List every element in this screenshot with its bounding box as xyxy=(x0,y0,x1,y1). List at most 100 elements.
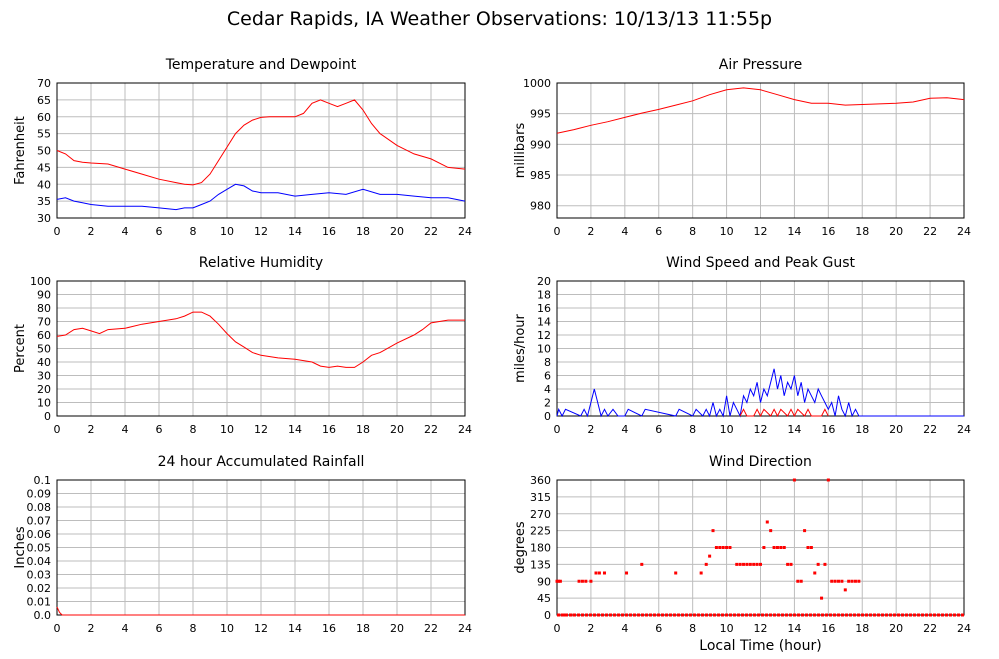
humidity-x-tick: 20 xyxy=(390,423,404,436)
pressure-x-tick: 4 xyxy=(621,225,628,238)
direction-y-tick: 360 xyxy=(530,474,551,487)
direction-point xyxy=(765,520,769,524)
temp-x-tick: 20 xyxy=(390,225,404,238)
direction-x-tick: 20 xyxy=(889,622,903,635)
direction-point xyxy=(830,579,834,583)
humidity-x-tick: 18 xyxy=(356,423,370,436)
direction-point xyxy=(589,579,593,583)
rain-y-tick: 0.09 xyxy=(27,488,52,501)
pressure-x-tick: 2 xyxy=(587,225,594,238)
direction-point xyxy=(813,571,817,575)
direction-point xyxy=(762,546,766,549)
wind-y-tick: 14 xyxy=(537,316,551,329)
direction-point xyxy=(725,546,729,549)
direction-point xyxy=(674,571,678,575)
pressure-x-tick: 22 xyxy=(923,225,937,238)
direction-y-tick: 90 xyxy=(537,575,551,588)
direction-point xyxy=(699,571,703,575)
rain-x-tick: 20 xyxy=(390,622,404,635)
pressure-x-tick: 18 xyxy=(855,225,869,238)
direction-x-tick: 8 xyxy=(689,622,696,635)
direction-point xyxy=(789,562,793,566)
direction-y-tick: 0 xyxy=(544,609,551,622)
rain-y-tick: 0.04 xyxy=(27,555,52,568)
humidity-y-tick: 90 xyxy=(37,289,51,302)
direction-y-tick: 45 xyxy=(537,592,551,605)
direction-point xyxy=(796,579,800,583)
rain-y-tick: 0.1 xyxy=(34,474,52,487)
temp-x-tick: 0 xyxy=(54,225,61,238)
direction-point xyxy=(775,546,779,549)
pressure-x-tick: 10 xyxy=(720,225,734,238)
direction-point xyxy=(779,546,783,549)
temp-x-tick: 24 xyxy=(458,225,472,238)
direction-title: Wind Direction xyxy=(709,454,812,470)
wind-y-tick: 18 xyxy=(537,289,551,302)
humidity-x-tick: 8 xyxy=(190,423,197,436)
wind-x-tick: 20 xyxy=(889,423,903,436)
wind-x-tick: 12 xyxy=(754,423,768,436)
humidity-y-axis-label: Percent xyxy=(13,324,28,373)
direction-point xyxy=(584,579,588,583)
wind-y-tick: 6 xyxy=(544,370,551,383)
direction-point xyxy=(792,478,796,482)
temp-y-tick: 55 xyxy=(37,128,51,141)
direction-y-tick: 225 xyxy=(530,525,551,538)
rain-x-tick: 6 xyxy=(156,622,163,635)
wind-x-tick: 8 xyxy=(689,423,696,436)
direction-y-tick: 315 xyxy=(530,491,551,504)
direction-point xyxy=(704,562,708,566)
direction-x-tick: 16 xyxy=(821,622,835,635)
temp-series-line-0 xyxy=(56,99,466,186)
humidity-x-tick: 10 xyxy=(220,423,234,436)
direction-point xyxy=(843,588,847,592)
rain-y-tick: 0.02 xyxy=(27,582,52,595)
direction-point xyxy=(563,613,567,617)
wind-y-tick: 10 xyxy=(537,343,551,356)
pressure-plot-frame xyxy=(556,82,965,219)
direction-point xyxy=(833,579,837,583)
rain-y-tick: 0.01 xyxy=(27,596,52,609)
direction-point xyxy=(850,579,854,583)
direction-plot-frame xyxy=(556,479,965,616)
temp-y-tick: 35 xyxy=(37,195,51,208)
direction-point xyxy=(782,546,786,549)
wind-x-tick: 22 xyxy=(923,423,937,436)
rain-x-tick: 12 xyxy=(254,622,268,635)
direction-point xyxy=(718,546,722,549)
wind-x-tick: 4 xyxy=(621,423,628,436)
humidity-y-tick: 0 xyxy=(44,410,51,423)
direction-point xyxy=(738,562,742,566)
rain-x-tick: 2 xyxy=(88,622,95,635)
temp-x-tick: 22 xyxy=(424,225,438,238)
temp-title: Temperature and Dewpoint xyxy=(165,57,357,73)
direction-point xyxy=(711,529,715,533)
direction-x-tick: 0 xyxy=(554,622,561,635)
wind-y-axis-label: miles/hour xyxy=(513,313,528,382)
direction-point xyxy=(597,571,601,575)
rain-y-tick: 0.03 xyxy=(27,569,52,582)
temp-x-tick: 16 xyxy=(322,225,336,238)
rain-x-tick: 22 xyxy=(424,622,438,635)
direction-point xyxy=(755,562,759,566)
wind-y-tick: 12 xyxy=(537,329,551,342)
direction-point xyxy=(640,562,644,566)
direction-point xyxy=(772,546,776,549)
wind-x-tick: 2 xyxy=(587,423,594,436)
direction-point xyxy=(748,562,752,566)
direction-point xyxy=(625,571,629,575)
humidity-x-tick: 24 xyxy=(458,423,472,436)
wind-x-tick: 6 xyxy=(655,423,662,436)
direction-point xyxy=(759,562,762,566)
rain-y-tick: 0.06 xyxy=(27,528,52,541)
direction-point xyxy=(820,596,824,600)
humidity-y-tick: 60 xyxy=(37,329,51,342)
wind-x-tick: 10 xyxy=(720,423,734,436)
wind-x-tick: 14 xyxy=(787,423,801,436)
pressure-x-tick: 12 xyxy=(754,225,768,238)
direction-point xyxy=(847,579,851,583)
rain-x-tick: 8 xyxy=(190,622,197,635)
page-title: Cedar Rapids, IA Weather Observations: 1… xyxy=(226,8,773,30)
wind-y-tick: 0 xyxy=(544,410,551,423)
